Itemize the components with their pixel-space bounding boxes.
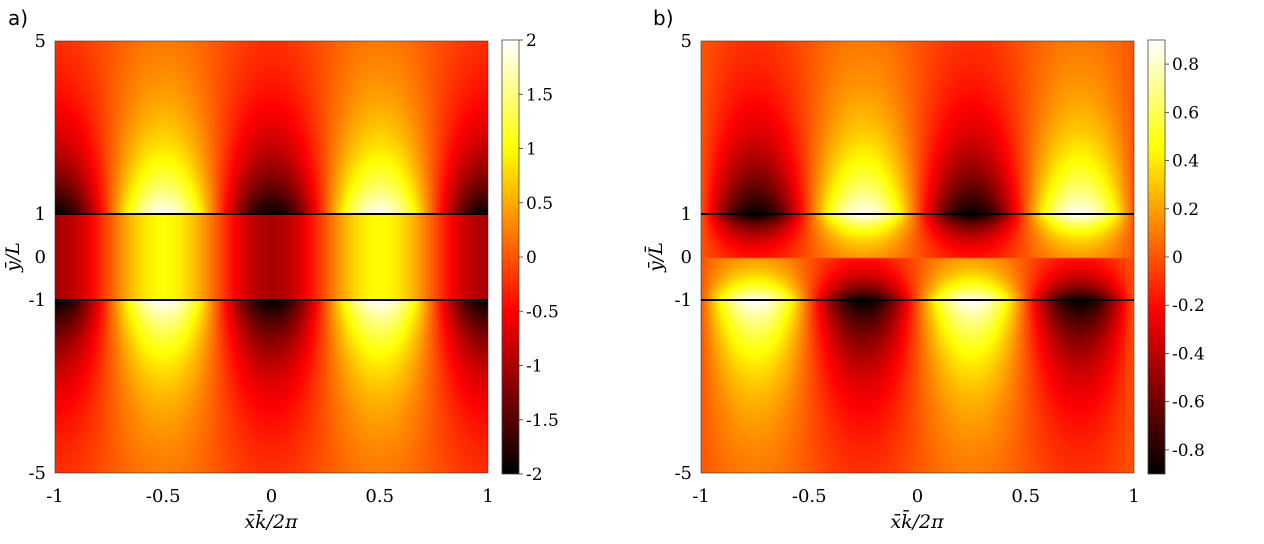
panel-a: a) 510-1-5 -1 -0.5 0 0.5 1 x̄k̄/2π ȳ/L 21.51… (2, 6, 559, 533)
b-ytick-label: 0 (681, 247, 692, 268)
b-cbar-tick-label: -0.8 (1172, 441, 1205, 461)
a-ytick-label: 0 (35, 247, 46, 268)
a-ytick-label: 1 (35, 204, 46, 225)
b-cbar-tick-label: -0.6 (1172, 393, 1205, 413)
panel-a-heatmap (55, 41, 488, 473)
b-xtick-label: -1 (692, 486, 710, 507)
a-cbar-tick-label: 0.5 (526, 194, 553, 214)
b-cbar-tick-label: 0.4 (1172, 152, 1199, 172)
a-cbar-tick-label: -1 (526, 357, 543, 377)
panel-a-label: a) (8, 6, 28, 30)
b-xtick-label: 0 (912, 486, 923, 507)
panel-b-label: b) (653, 6, 674, 30)
b-cbar-tick-label: 0.2 (1172, 200, 1199, 220)
a-xtick-label: -0.5 (146, 486, 181, 507)
a-cbar-tick-label: 2 (526, 31, 537, 51)
b-xtick-label: 0.5 (1011, 486, 1040, 507)
panel-a-x-ticks: -1 -0.5 0 0.5 1 (46, 486, 494, 507)
b-ytick-label: -1 (674, 290, 692, 311)
b-cbar-tick-label: -0.2 (1172, 296, 1205, 316)
a-cbar-tick-label: -1.5 (526, 411, 559, 431)
panel-b-colorbar-ticks: 0.8 0.6 0.4 0.2 0 -0.2 -0.4 -0.6 -0.8 (1165, 55, 1205, 461)
panel-b-ylabel: ȳ/L̄ (644, 242, 667, 273)
b-xtick-label: -0.5 (792, 486, 827, 507)
panel-a-colorbar-ticks: 2 1.5 1 0.5 0 -0.5 -1 -1.5 -2 (519, 31, 559, 485)
a-ytick-label: -1 (28, 290, 46, 311)
b-ytick-label: 1 (681, 204, 692, 225)
panel-a-colorbar (502, 40, 519, 474)
panel-b-xlabel: x̄k̄/2π (890, 509, 944, 533)
a-cbar-tick-label: -2 (526, 465, 543, 485)
panel-a-heatmap-wrap (55, 41, 488, 473)
b-cbar-tick-label: 0.6 (1172, 103, 1199, 123)
a-xtick-label: 0.5 (365, 486, 394, 507)
b-cbar-tick-label: 0 (1172, 248, 1183, 268)
panel-b-heatmap (701, 41, 1134, 473)
panel-b: b) 510-1-5 -1 -0.5 0 0.5 1 x̄k̄/2π ȳ/L̄ 0.80… (644, 6, 1205, 533)
a-ytick-label: -5 (28, 463, 46, 484)
panel-b-heatmap-wrap (701, 41, 1134, 473)
a-cbar-tick-label: 1.5 (526, 85, 553, 105)
b-ytick-label: -5 (674, 463, 692, 484)
b-cbar-tick-label: -0.4 (1172, 344, 1205, 364)
panel-b-y-ticks: 5 1 0 -1 -5 (674, 31, 692, 484)
panel-a-xlabel: x̄k̄/2π (244, 509, 298, 533)
b-xtick-label: 1 (1128, 486, 1139, 507)
a-xtick-label: 1 (482, 486, 493, 507)
panel-a-y-ticks: 5 1 0 -1 -5 (28, 31, 46, 484)
a-xtick-label: -1 (46, 486, 64, 507)
b-cbar-tick-label: 0.8 (1172, 55, 1199, 75)
panel-a-ylabel: ȳ/L (2, 242, 24, 273)
b-ytick-label: 5 (681, 31, 692, 52)
panel-a-colorbar-wrap (502, 40, 519, 474)
a-ytick-label: 5 (35, 31, 46, 52)
panel-a-axes-frame (54, 40, 489, 474)
panel-b-colorbar-wrap (1148, 40, 1165, 474)
panel-b-axes-frame (700, 40, 1135, 474)
a-cbar-tick-label: -0.5 (526, 302, 559, 322)
a-cbar-tick-label: 1 (526, 140, 537, 160)
panel-b-x-ticks: -1 -0.5 0 0.5 1 (692, 486, 1140, 507)
a-cbar-tick-label: 0 (526, 248, 537, 268)
a-xtick-label: 0 (266, 486, 277, 507)
panel-b-colorbar (1148, 40, 1165, 474)
